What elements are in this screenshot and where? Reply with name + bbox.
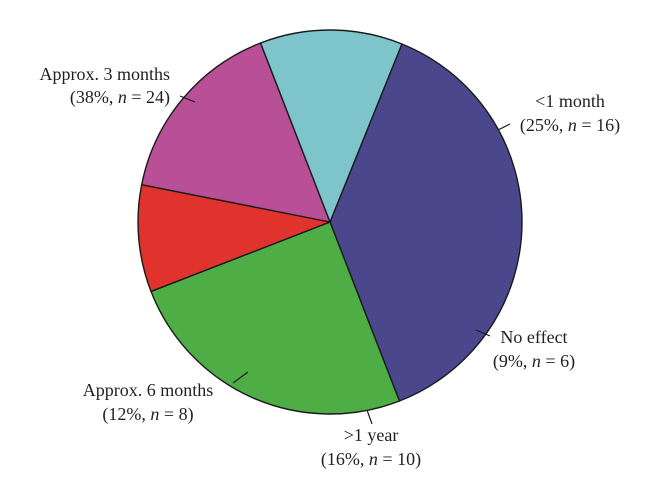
pie-slice-1-month	[150, 221, 401, 415]
leader-line	[497, 123, 511, 131]
pie-slice-1-year	[140, 42, 332, 223]
slice-label-category: Approx. 3 months	[40, 64, 171, 84]
slice-label-value: (38%, n = 24)	[70, 87, 170, 108]
slice-label-category: No effect	[500, 327, 567, 347]
slice-label-category: <1 month	[535, 91, 605, 111]
slice-label-value: (12%, n = 8)	[102, 404, 193, 425]
leader-line	[232, 371, 249, 384]
leader-line	[366, 409, 373, 425]
slice-label-category: >1 year	[344, 425, 399, 445]
pie-slice-approx-3-months	[329, 43, 523, 402]
leader-lines	[179, 95, 511, 425]
slice-label-category: Approx. 6 months	[83, 380, 214, 400]
slice-label-value: (9%, n = 6)	[493, 351, 575, 372]
pie-slice-approx-6-months	[259, 29, 403, 224]
pie-slices	[137, 29, 523, 415]
leader-line	[179, 95, 196, 103]
pie-slice-no-effect	[137, 183, 333, 293]
slice-label-value: (25%, n = 16)	[520, 115, 620, 136]
slice-label-value: (16%, n = 10)	[321, 449, 421, 470]
leader-line	[475, 329, 491, 337]
slice-labels: Approx. 3 months (38%, n = 24) <1 month (25…	[40, 64, 621, 470]
